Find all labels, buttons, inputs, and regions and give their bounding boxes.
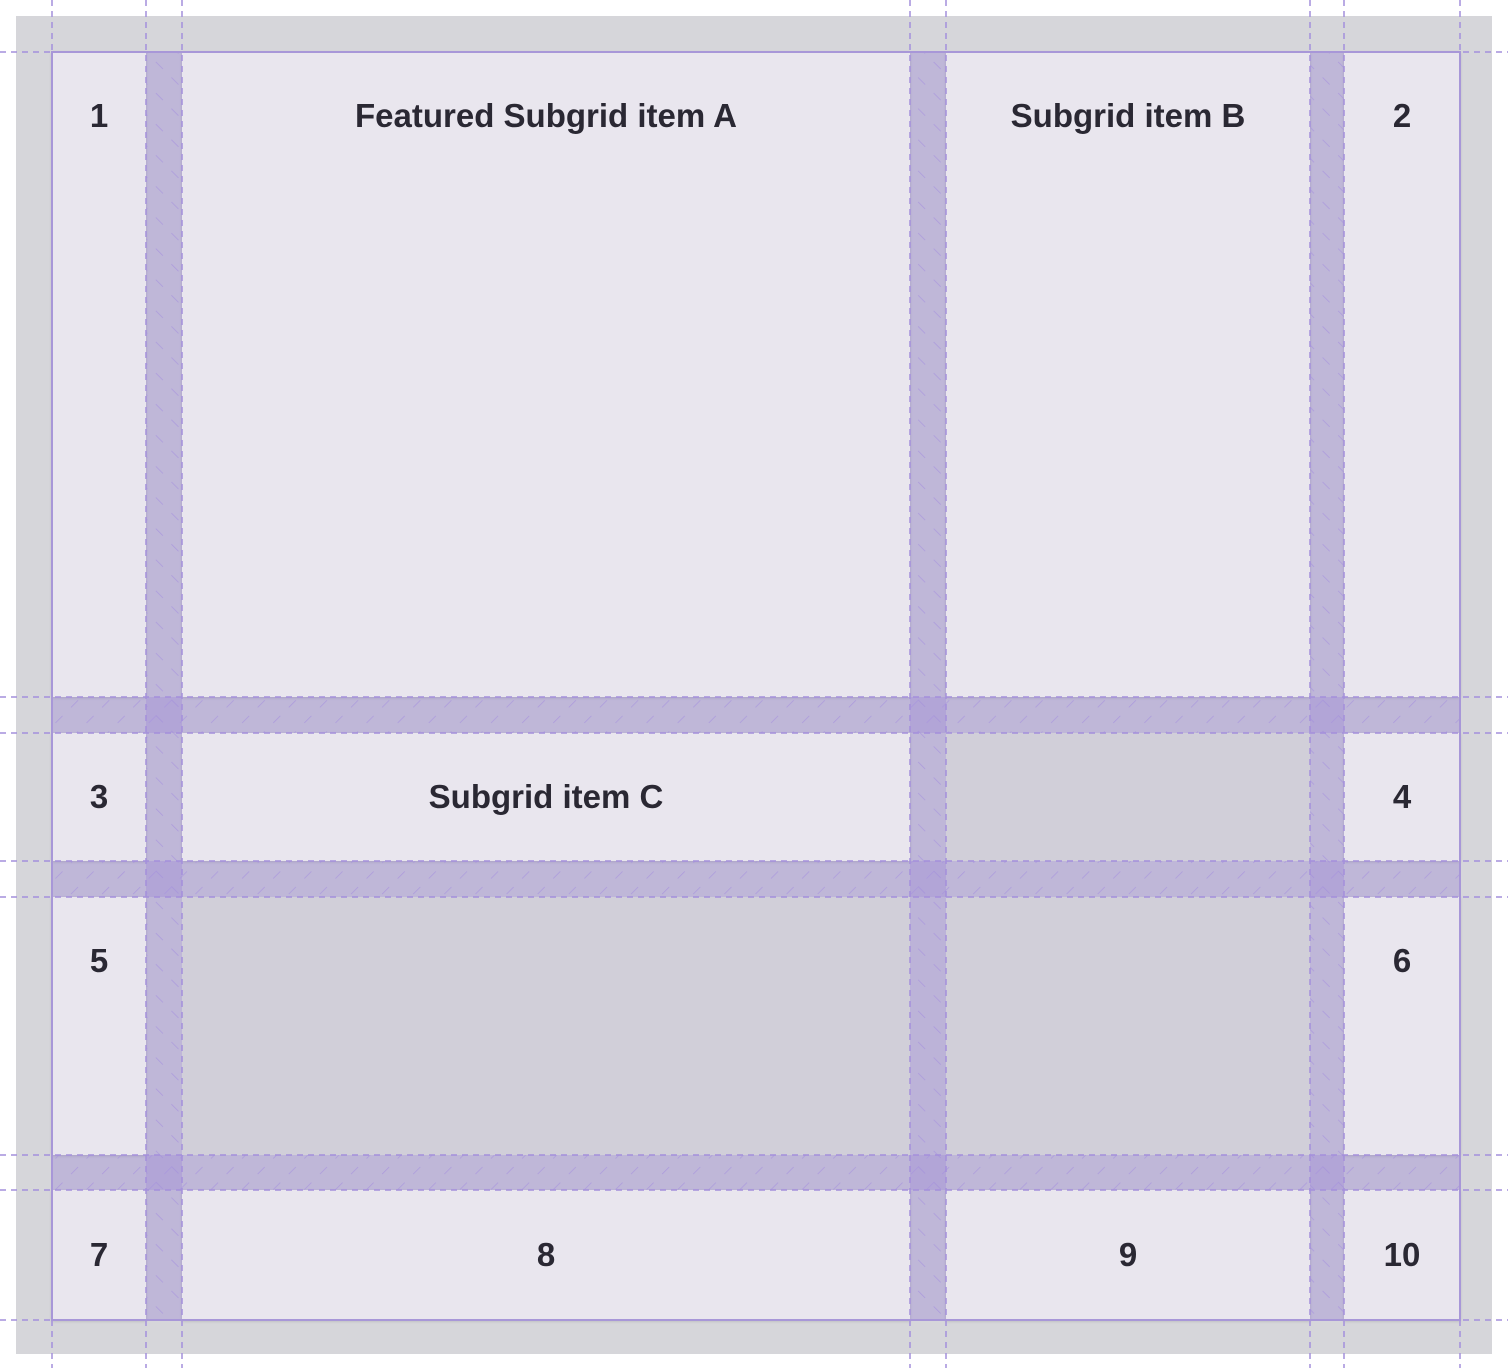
grid-item-3: 3 bbox=[52, 733, 146, 861]
grid-item-10: 10 bbox=[1344, 1190, 1460, 1320]
grid-item-4: 4 bbox=[1344, 733, 1460, 861]
subgrid-item-c: Subgrid item C bbox=[182, 733, 910, 861]
subgrid-item-a: Featured Subgrid item A bbox=[182, 52, 910, 697]
empty-subgrid-area bbox=[182, 897, 1310, 1155]
grid-item-2: 2 bbox=[1344, 52, 1460, 697]
grid-item-6: 6 bbox=[1344, 897, 1460, 1155]
grid-item-8: 8 bbox=[182, 1190, 910, 1320]
grid-item-7: 7 bbox=[52, 1190, 146, 1320]
grid-item-5: 5 bbox=[52, 897, 146, 1155]
grid-item-9: 9 bbox=[946, 1190, 1310, 1320]
grid-item-1: 1 bbox=[52, 52, 146, 697]
subgrid-item-b: Subgrid item B bbox=[946, 52, 1310, 697]
empty-subgrid-area bbox=[946, 733, 1310, 861]
